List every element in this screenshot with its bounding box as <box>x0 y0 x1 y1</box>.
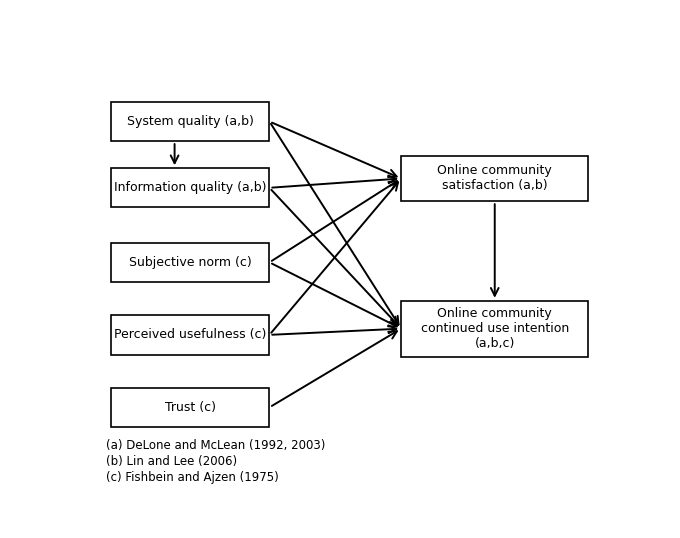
Text: Online community
continued use intention
(a,b,c): Online community continued use intention… <box>421 307 569 350</box>
Text: Subjective norm (c): Subjective norm (c) <box>129 256 252 269</box>
FancyBboxPatch shape <box>112 168 269 208</box>
Text: Perceived usefulness (c): Perceived usefulness (c) <box>114 328 267 342</box>
FancyBboxPatch shape <box>401 301 588 357</box>
Text: System quality (a,b): System quality (a,b) <box>127 115 254 128</box>
Text: (c) Fishbein and Ajzen (1975): (c) Fishbein and Ajzen (1975) <box>106 471 279 484</box>
Text: Trust (c): Trust (c) <box>165 401 216 414</box>
Text: Information quality (a,b): Information quality (a,b) <box>114 181 267 194</box>
FancyBboxPatch shape <box>112 388 269 427</box>
FancyBboxPatch shape <box>112 243 269 282</box>
Text: (a) DeLone and McLean (1992, 2003): (a) DeLone and McLean (1992, 2003) <box>106 440 326 452</box>
FancyBboxPatch shape <box>112 315 269 355</box>
Text: (b) Lin and Lee (2006): (b) Lin and Lee (2006) <box>106 455 237 468</box>
Text: Online community
satisfaction (a,b): Online community satisfaction (a,b) <box>437 165 552 193</box>
FancyBboxPatch shape <box>401 155 588 201</box>
FancyBboxPatch shape <box>112 102 269 141</box>
